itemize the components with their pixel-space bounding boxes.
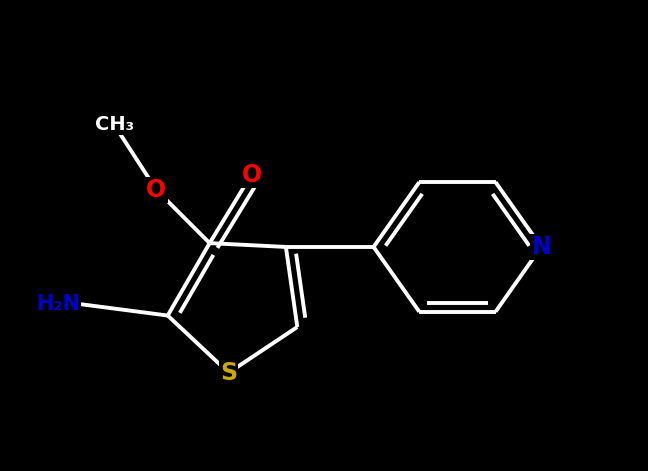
Text: N: N	[531, 235, 551, 259]
Text: O: O	[242, 162, 262, 187]
Text: CH₃: CH₃	[95, 115, 134, 134]
Text: H₂N: H₂N	[36, 294, 80, 314]
Text: O: O	[146, 178, 167, 202]
Text: S: S	[220, 361, 237, 385]
